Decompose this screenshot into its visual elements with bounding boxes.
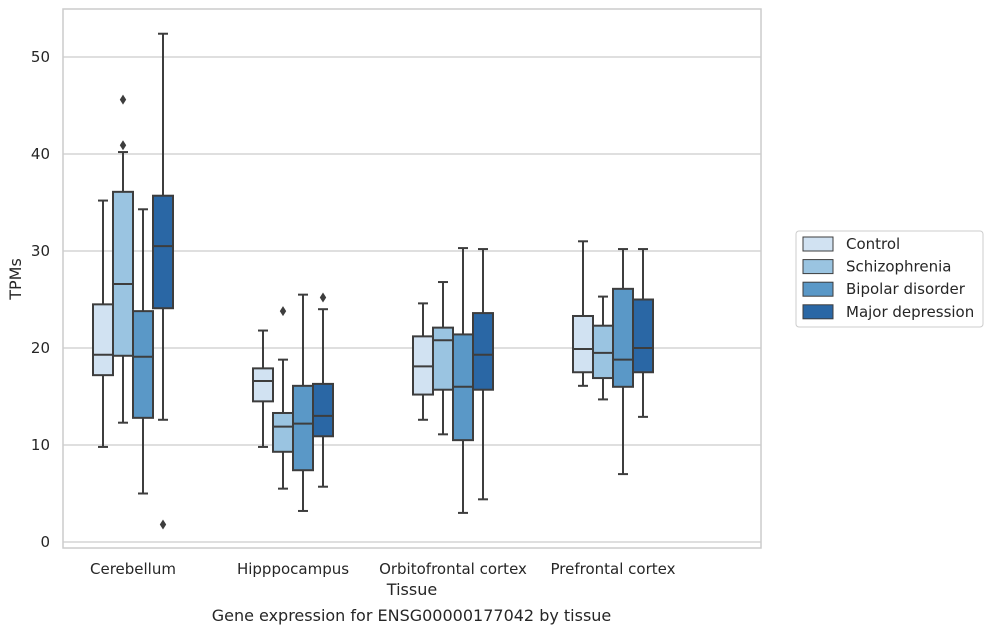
- box-2-0: [412, 302, 434, 421]
- x-tick-label: Cerebellum: [90, 560, 176, 578]
- iqr-box: [572, 314, 594, 374]
- legend-swatch: [802, 259, 834, 275]
- legend-label: Bipolar disorder: [846, 280, 966, 298]
- iqr-box: [292, 384, 314, 472]
- box-2-1: [432, 281, 454, 436]
- iqr-box: [152, 194, 174, 310]
- box-0-2: [132, 208, 154, 495]
- y-tick-label: 40: [31, 145, 50, 163]
- iqr-box: [632, 298, 654, 374]
- iqr-box: [132, 310, 154, 419]
- box-0-1: [112, 94, 134, 424]
- legend-frame: [795, 230, 984, 328]
- iqr-box: [472, 312, 494, 391]
- y-axis-title: TPMs: [6, 258, 25, 301]
- x-axis-title: Tissue: [386, 580, 437, 599]
- iqr-box: [612, 287, 634, 388]
- x-tick-label: Prefrontal cortex: [551, 560, 676, 578]
- iqr-box: [92, 303, 114, 377]
- x-tick-label: Hipppocampus: [237, 560, 349, 578]
- legend-swatch: [802, 281, 834, 297]
- y-tick-labels: 0 10 20 30 40 50: [31, 48, 50, 551]
- iqr-box: [312, 382, 334, 438]
- outlier-point: [159, 519, 167, 530]
- outlier-point: [119, 94, 127, 105]
- iqr-box: [252, 367, 274, 403]
- y-tick-label: 30: [31, 242, 50, 260]
- legend-label: Schizophrenia: [846, 258, 951, 276]
- box-0-3: [152, 32, 174, 530]
- legend-label: Control: [846, 235, 900, 253]
- x-tick-labels: Cerebellum Hipppocampus Orbitofrontal cort…: [90, 560, 676, 578]
- y-tick-label: 50: [31, 48, 50, 66]
- legend: Control Schizophrenia Bipolar disorder Majo…: [795, 230, 984, 328]
- box-2-3: [472, 248, 494, 501]
- box-0-0: [92, 199, 114, 448]
- x-tick-label: Orbitofrontal cortex: [379, 560, 527, 578]
- box-3-0: [572, 240, 594, 387]
- box-1-0: [252, 329, 274, 448]
- legend-swatch: [802, 304, 834, 320]
- outlier-point: [119, 140, 127, 151]
- box-1-2: [292, 293, 314, 512]
- y-tick-label: 0: [40, 533, 50, 551]
- box-2-2: [452, 247, 474, 514]
- box-3-1: [592, 295, 614, 401]
- box-3-2: [612, 248, 634, 476]
- box-3-3: [632, 248, 654, 418]
- figure-caption: Gene expression for ENSG00000177042 by t…: [211, 606, 612, 625]
- legend-items: Control Schizophrenia Bipolar disorder Majo…: [802, 235, 974, 321]
- legend-label: Major depression: [846, 303, 974, 321]
- outlier-point: [279, 306, 287, 317]
- box-1-3: [312, 292, 334, 488]
- y-tick-label: 20: [31, 339, 50, 357]
- outlier-point: [319, 292, 327, 303]
- legend-swatch: [802, 236, 834, 252]
- plot-area-frame: [62, 8, 762, 549]
- box-1-1: [272, 306, 294, 490]
- iqr-box: [112, 190, 134, 357]
- iqr-box: [272, 411, 294, 453]
- iqr-box: [432, 326, 454, 391]
- y-tick-label: 10: [31, 436, 50, 454]
- boxes: [92, 32, 654, 530]
